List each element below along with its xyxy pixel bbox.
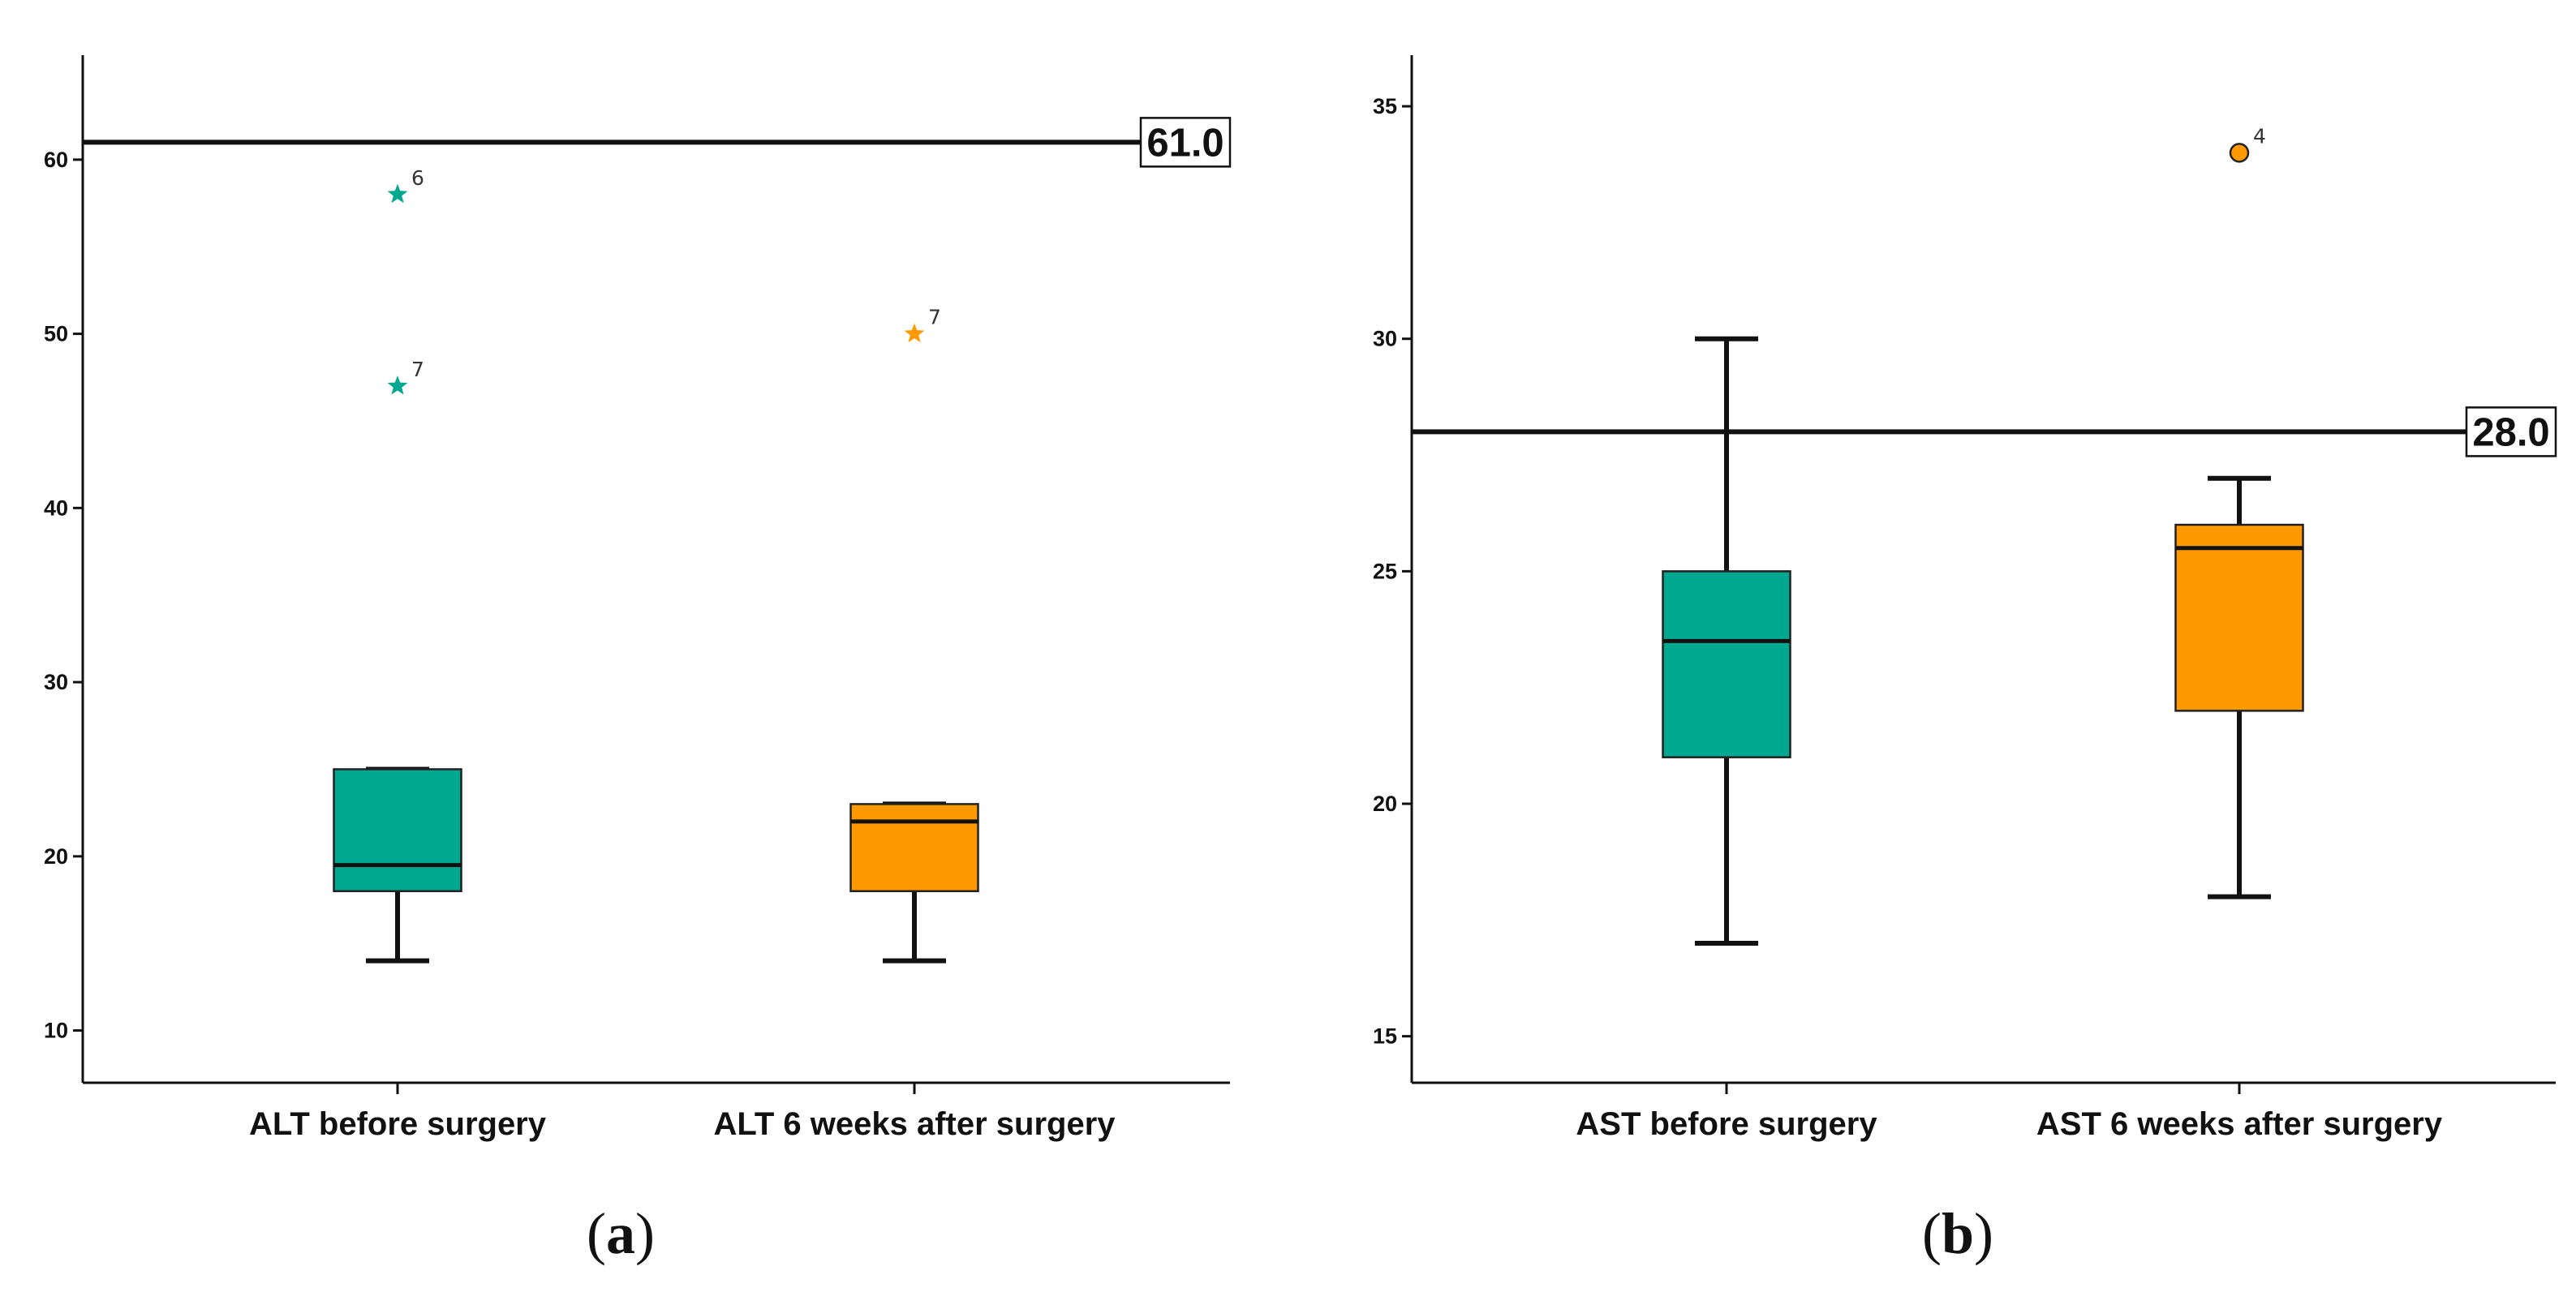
- y-tick-label: 50: [44, 322, 68, 346]
- outlier-star-marker: [904, 323, 925, 343]
- y-tick-label: 60: [44, 148, 68, 172]
- y-tick-label: 30: [44, 670, 68, 694]
- box-iqr: [333, 768, 462, 893]
- outlier-label: 7: [411, 358, 424, 381]
- outlier-label: 4: [2253, 124, 2266, 148]
- reference-label-box: [1139, 117, 1232, 168]
- x-category-label: AST before surgery: [1576, 1106, 1877, 1142]
- x-category-label: ALT 6 weeks after surgery: [713, 1106, 1116, 1142]
- box-1: [1662, 336, 1791, 946]
- y-tick-label: 40: [44, 496, 68, 520]
- outlier-circle-marker: [2229, 143, 2250, 163]
- box-1: 67: [333, 166, 462, 964]
- y-tick-label: 25: [1373, 559, 1397, 583]
- panel-label-open-paren: (: [1922, 1201, 1942, 1266]
- y-tick-label: 20: [44, 844, 68, 869]
- y-tick-label: 30: [1373, 327, 1397, 351]
- box-2: 4: [2174, 124, 2304, 899]
- box-iqr: [2174, 523, 2304, 712]
- y-tick-label: 35: [1373, 94, 1397, 118]
- x-category-label: AST 6 weeks after surgery: [2036, 1106, 2443, 1142]
- panel-label: (a): [587, 1201, 655, 1266]
- y-tick-label: 10: [44, 1019, 68, 1043]
- y-tick-label: 20: [1373, 792, 1397, 816]
- panel-label-close-paren: ): [635, 1201, 655, 1266]
- box-iqr: [849, 803, 979, 893]
- outlier-star-marker: [387, 183, 408, 204]
- x-category-label: ALT before surgery: [249, 1106, 547, 1142]
- outlier-star-marker: [387, 376, 408, 395]
- panel-label-letter: a: [606, 1201, 635, 1266]
- box-2: 7: [849, 306, 979, 964]
- panel-label: (b): [1922, 1201, 1993, 1266]
- panel-a: 10 20 30 40 50 60 ALT before surgery ALT 6 week…: [44, 55, 1232, 1266]
- outlier-label: 6: [411, 166, 424, 190]
- reference-line-label: 61.0: [1146, 121, 1223, 165]
- panel-b: 15 20 25 30 35 AST before surgery AST 6 weeks …: [1373, 55, 2557, 1266]
- panel-label-letter: b: [1942, 1201, 1974, 1266]
- panel-label-open-paren: (: [587, 1201, 606, 1266]
- reference-label-box: [2465, 406, 2557, 457]
- panel-label-close-paren: ): [1974, 1201, 1993, 1266]
- outlier-label: 7: [928, 306, 941, 329]
- box-iqr: [1662, 570, 1791, 758]
- y-tick-label: 15: [1373, 1024, 1397, 1049]
- reference-line-label: 28.0: [2472, 410, 2549, 454]
